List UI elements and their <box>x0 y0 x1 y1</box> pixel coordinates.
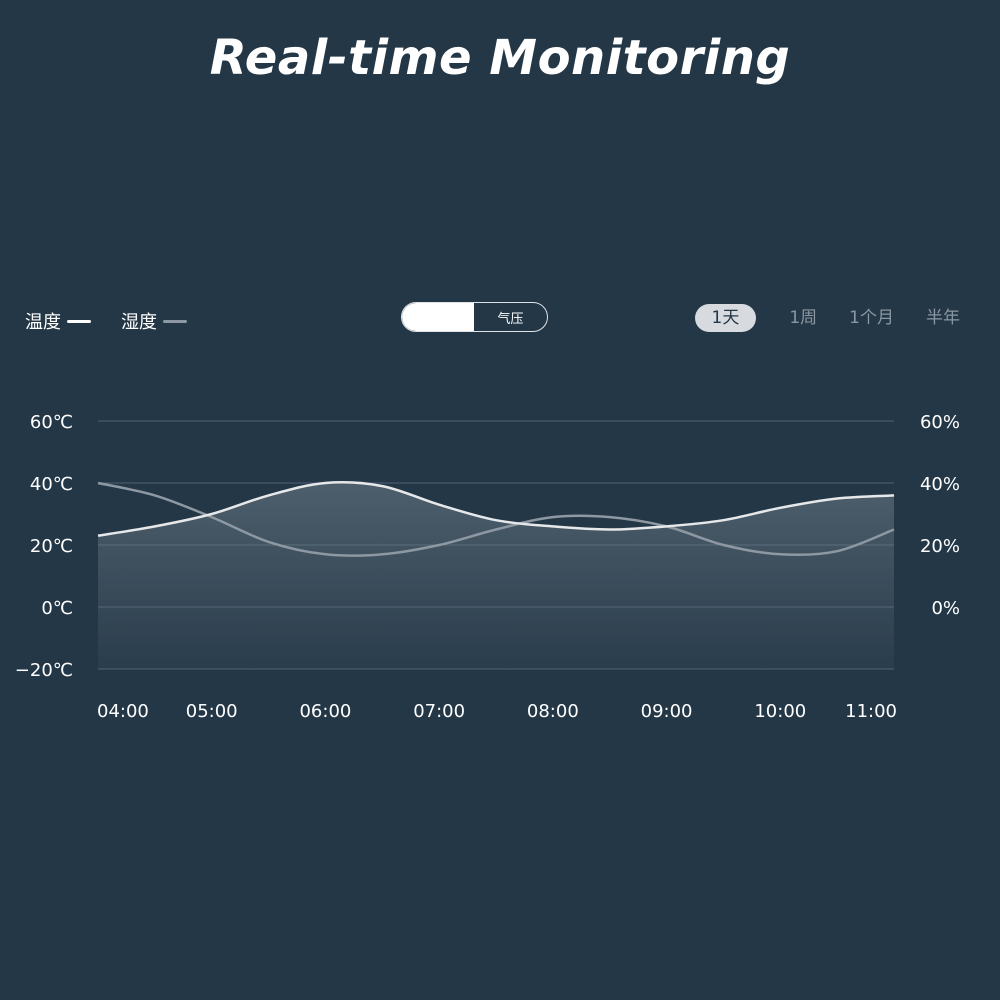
humidity-point <box>551 515 555 519</box>
humidity-point <box>778 552 782 556</box>
temperature-point <box>323 481 327 485</box>
temperature-point <box>778 506 782 510</box>
temperature-point <box>835 497 839 501</box>
temperature-area <box>98 482 894 669</box>
x-tick-label: 05:00 <box>186 701 238 722</box>
humidity-point <box>323 552 327 556</box>
temperature-series-line <box>97 481 895 537</box>
legend-humidity-label: 湿度 <box>121 312 157 333</box>
y-right-tick-label: 40% <box>920 474 960 495</box>
temperature-point <box>608 528 612 532</box>
humidity-point <box>380 552 384 556</box>
y-right-tick-label: 60% <box>920 412 960 433</box>
toggle-option-selected[interactable] <box>402 303 474 331</box>
y-left-tick-label: 0℃ <box>41 598 73 619</box>
y-right-tick-label: 0% <box>931 598 960 619</box>
y-left-tick-label: 20℃ <box>30 536 73 557</box>
x-tick-label: 04:00 <box>97 701 149 722</box>
legend-humidity-line <box>163 319 187 323</box>
temperature-point <box>267 493 271 497</box>
humidity-series-line <box>97 481 895 557</box>
time-range-selector: 1天 1周 1个月 半年 <box>694 304 960 332</box>
y-right-tick-label: 20% <box>920 536 960 557</box>
legend-temperature-label: 温度 <box>25 312 61 333</box>
range-half-year[interactable]: 半年 <box>926 308 960 328</box>
x-tick-label: 10:00 <box>754 701 806 722</box>
y-left-tick-label: −20℃ <box>15 660 73 681</box>
x-tick-label: 06:00 <box>299 701 351 722</box>
humidity-point <box>267 540 271 544</box>
humidity-point <box>494 528 498 532</box>
humidity-point <box>721 543 725 547</box>
legend-temperature[interactable]: 温度 <box>25 308 91 334</box>
range-1-week[interactable]: 1周 <box>789 308 818 328</box>
temperature-point <box>892 493 896 497</box>
temperature-point <box>437 503 441 507</box>
humidity-point <box>608 515 612 519</box>
legend-humidity[interactable]: 湿度 <box>121 308 187 334</box>
x-tick-label: 07:00 <box>413 701 465 722</box>
humidity-point <box>892 528 896 532</box>
humidity-point <box>437 543 441 547</box>
legend-temperature-line <box>67 319 91 323</box>
temperature-point <box>153 524 157 528</box>
metric-toggle[interactable]: 气压 <box>401 302 548 332</box>
temperature-point <box>96 534 100 538</box>
humidity-point <box>96 481 100 485</box>
page-title: Real-time Monitoring <box>209 30 791 86</box>
temperature-point <box>380 484 384 488</box>
temperature-point <box>721 518 725 522</box>
humidity-point <box>153 493 157 497</box>
x-tick-label: 11:00 <box>845 701 897 722</box>
x-tick-label: 09:00 <box>641 701 693 722</box>
range-1-day[interactable]: 1天 <box>694 304 757 332</box>
y-left-tick-label: 40℃ <box>30 474 73 495</box>
temperature-point <box>494 518 498 522</box>
humidity-point <box>665 524 669 528</box>
range-1-month[interactable]: 1个月 <box>849 308 894 328</box>
temperature-point <box>551 524 555 528</box>
y-left-tick-label: 60℃ <box>30 412 73 433</box>
toggle-option-pressure[interactable]: 气压 <box>497 311 524 327</box>
humidity-point <box>210 515 214 519</box>
chart-legend: 温度 湿度 <box>25 308 217 334</box>
x-tick-label: 08:00 <box>527 701 579 722</box>
humidity-point <box>835 549 839 553</box>
